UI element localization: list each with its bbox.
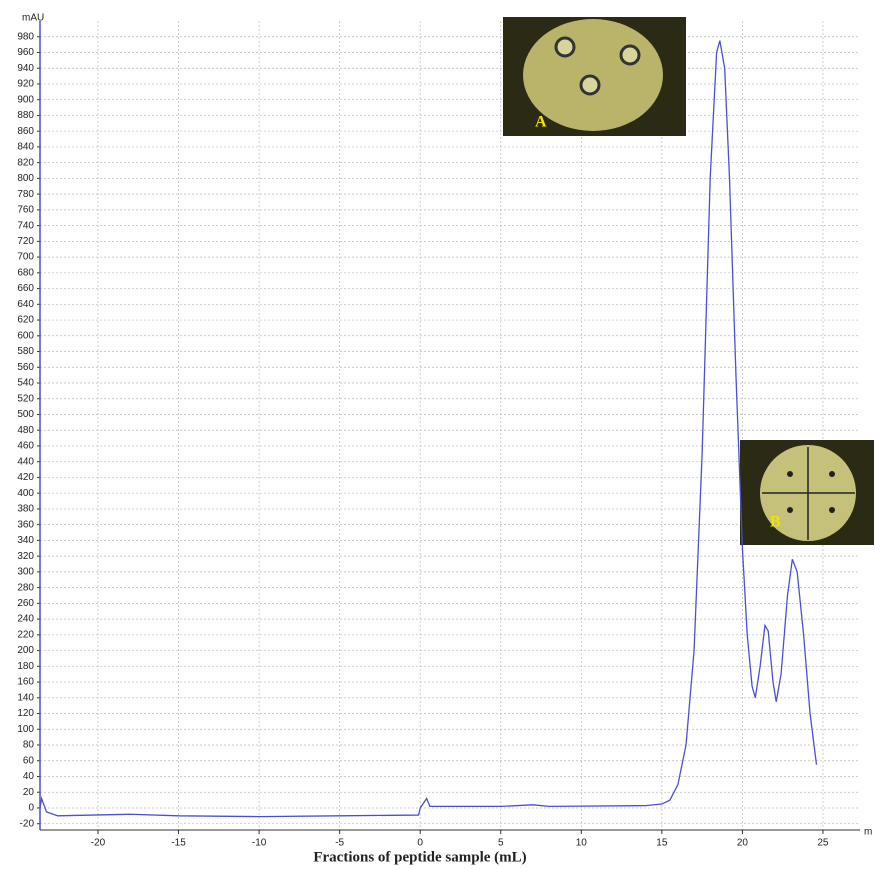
x-tick-label: 20 [737, 838, 749, 849]
y-tick-label: 340 [17, 535, 34, 546]
inset-b: B [740, 440, 874, 545]
x-tick-label: -5 [335, 838, 344, 849]
y-tick-label: 760 [17, 205, 34, 216]
y-tick-label: 80 [23, 740, 35, 751]
y-tick-label: 0 [28, 803, 34, 814]
x-tick-label: -15 [171, 838, 186, 849]
inset-a-well [554, 36, 576, 58]
x-tick-label: 25 [817, 838, 829, 849]
y-tick-label: 580 [17, 346, 34, 357]
y-tick-label: 260 [17, 598, 34, 609]
y-tick-label: 640 [17, 299, 34, 310]
y-tick-label: 780 [17, 189, 34, 200]
y-tick-label: 360 [17, 519, 34, 530]
x-tick-label: -20 [91, 838, 106, 849]
y-tick-label: 280 [17, 582, 34, 593]
y-tick-label: 500 [17, 409, 34, 420]
inset-a: A [503, 17, 686, 136]
inset-b-well [829, 507, 835, 513]
y-tick-label: 820 [17, 157, 34, 168]
y-axis-label: mAU [22, 13, 44, 24]
y-tick-label: 40 [23, 771, 35, 782]
y-tick-label: -20 [20, 818, 35, 829]
inset-b-label: B [770, 514, 781, 531]
y-tick-label: 180 [17, 661, 34, 672]
y-tick-label: 620 [17, 315, 34, 326]
chart-title: Fractions of peptide sample (mL) [313, 849, 526, 865]
y-tick-label: 980 [17, 31, 34, 42]
y-tick-label: 460 [17, 441, 34, 452]
inset-a-label: A [535, 114, 547, 131]
x-tick-label: 5 [498, 838, 504, 849]
y-tick-label: 60 [23, 755, 35, 766]
y-tick-label: 680 [17, 267, 34, 278]
y-tick-label: 380 [17, 504, 34, 515]
y-tick-label: 240 [17, 614, 34, 625]
y-tick-label: 200 [17, 645, 34, 656]
x-tick-label: 10 [576, 838, 588, 849]
y-tick-label: 400 [17, 488, 34, 499]
y-tick-label: 920 [17, 79, 34, 90]
inset-a-well [619, 44, 641, 66]
y-tick-label: 140 [17, 692, 34, 703]
y-tick-label: 560 [17, 362, 34, 373]
y-tick-label: 720 [17, 236, 34, 247]
y-tick-label: 960 [17, 47, 34, 58]
y-tick-label: 300 [17, 567, 34, 578]
y-tick-label: 700 [17, 252, 34, 263]
y-tick-label: 20 [23, 787, 35, 798]
y-tick-label: 100 [17, 724, 34, 735]
inset-b-well [787, 471, 793, 477]
x-tick-label: -10 [252, 838, 267, 849]
y-tick-label: 600 [17, 330, 34, 341]
y-tick-label: 120 [17, 708, 34, 719]
y-tick-label: 660 [17, 283, 34, 294]
y-tick-label: 220 [17, 629, 34, 640]
y-tick-label: 160 [17, 677, 34, 688]
inset-b-well [787, 507, 793, 513]
y-tick-label: 860 [17, 126, 34, 137]
y-tick-label: 480 [17, 425, 34, 436]
inset-a-well [579, 74, 601, 96]
x-axis-unit: m [864, 827, 872, 838]
y-tick-label: 840 [17, 142, 34, 153]
inset-b-well [829, 471, 835, 477]
y-tick-label: 740 [17, 220, 34, 231]
x-tick-label: 0 [417, 838, 423, 849]
y-tick-label: 440 [17, 456, 34, 467]
y-tick-label: 940 [17, 63, 34, 74]
y-tick-label: 520 [17, 393, 34, 404]
x-tick-label: 15 [656, 838, 668, 849]
y-tick-label: 540 [17, 378, 34, 389]
y-tick-label: 420 [17, 472, 34, 483]
y-tick-label: 880 [17, 110, 34, 121]
data-line [39, 40, 818, 818]
y-tick-label: 320 [17, 551, 34, 562]
y-tick-label: 800 [17, 173, 34, 184]
y-tick-label: 900 [17, 94, 34, 105]
